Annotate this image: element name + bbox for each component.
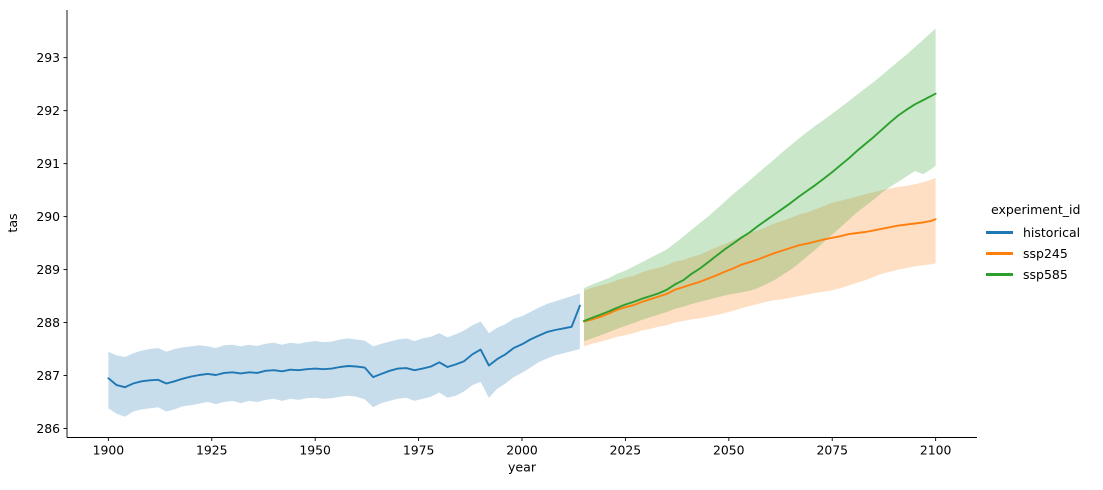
line-ssp585	[583, 92, 937, 322]
x-tick-label: 1925	[196, 443, 228, 458]
x-tick-label: 1900	[93, 443, 125, 458]
y-tick-label: 290	[36, 209, 60, 224]
legend-swatch-ssp245	[986, 252, 1013, 255]
y-tick-label: 287	[36, 368, 60, 383]
legend-item-historical: historical	[986, 222, 1080, 243]
legend-label: ssp245	[1023, 246, 1068, 261]
legend-swatch-historical	[986, 231, 1013, 234]
x-tick-label: 2100	[920, 443, 952, 458]
legend-label: historical	[1023, 225, 1081, 240]
band-ssp245	[584, 177, 936, 347]
y-tick-label: 286	[36, 421, 60, 436]
legend: experiment_id historical ssp245 ssp585	[986, 202, 1080, 285]
legend-title: experiment_id	[991, 202, 1081, 217]
legend-item-ssp585: ssp585	[986, 264, 1080, 285]
line-ssp245	[583, 218, 937, 323]
plot-layers: 1900 1925 1950 1975 2000 2025 2050 2075 2100 286 2…	[36, 10, 977, 458]
y-axis-label: tas	[5, 213, 20, 232]
x-tick-label: 2025	[610, 443, 642, 458]
legend-items: historical ssp245 ssp585	[986, 222, 1080, 285]
line-historical	[107, 304, 581, 389]
y-tick-label: 293	[36, 50, 60, 65]
y-tick-label: 291	[36, 156, 60, 171]
x-tick-label: 2050	[713, 443, 745, 458]
x-tick-label: 2000	[506, 443, 538, 458]
y-tick-label: 289	[36, 262, 60, 277]
band-historical	[108, 293, 580, 417]
y-tick-label: 288	[36, 315, 60, 330]
x-tick-label: 2075	[816, 443, 848, 458]
x-tick-label: 1950	[299, 443, 331, 458]
x-axis-label: year	[508, 460, 537, 475]
legend-swatch-ssp585	[986, 273, 1013, 276]
x-tick-label: 1975	[403, 443, 435, 458]
band-ssp585	[584, 28, 936, 342]
y-tick-label: 292	[36, 103, 60, 118]
legend-item-ssp245: ssp245	[986, 243, 1080, 264]
legend-label: ssp585	[1023, 267, 1068, 282]
